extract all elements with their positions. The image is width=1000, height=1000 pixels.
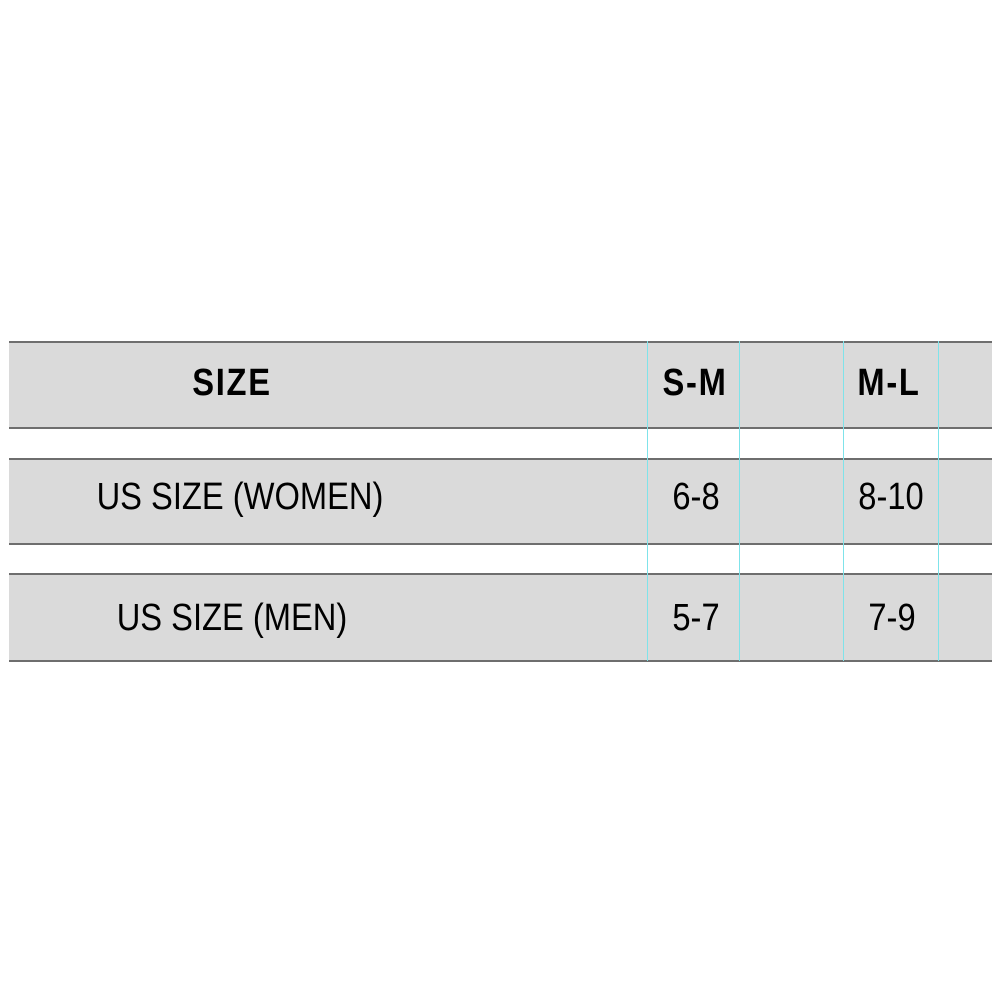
column-guide-line <box>647 341 648 661</box>
cell-men-s-m: 5-7 <box>672 597 720 639</box>
header-column-m-l: M-L <box>857 362 921 404</box>
header-row <box>9 341 992 429</box>
row-spacer <box>9 545 992 573</box>
cell-women-s-m: 6-8 <box>672 476 720 518</box>
cell-women-m-l: 8-10 <box>858 476 924 518</box>
column-guide-line <box>739 341 740 661</box>
row-label-men: US SIZE (MEN) <box>116 597 348 639</box>
column-guide-line <box>843 341 844 661</box>
table-row-men <box>9 573 992 662</box>
column-guide-line <box>938 341 939 661</box>
row-label-women: US SIZE (WOMEN) <box>96 476 384 518</box>
cell-men-m-l: 7-9 <box>868 597 916 639</box>
header-column-s-m: S-M <box>662 362 728 404</box>
header-size-label: SIZE <box>192 362 272 404</box>
row-spacer <box>9 429 992 458</box>
table-row-women <box>9 458 992 545</box>
